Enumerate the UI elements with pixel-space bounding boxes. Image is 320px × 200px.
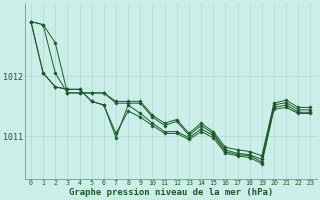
X-axis label: Graphe pression niveau de la mer (hPa): Graphe pression niveau de la mer (hPa) [68,188,273,197]
